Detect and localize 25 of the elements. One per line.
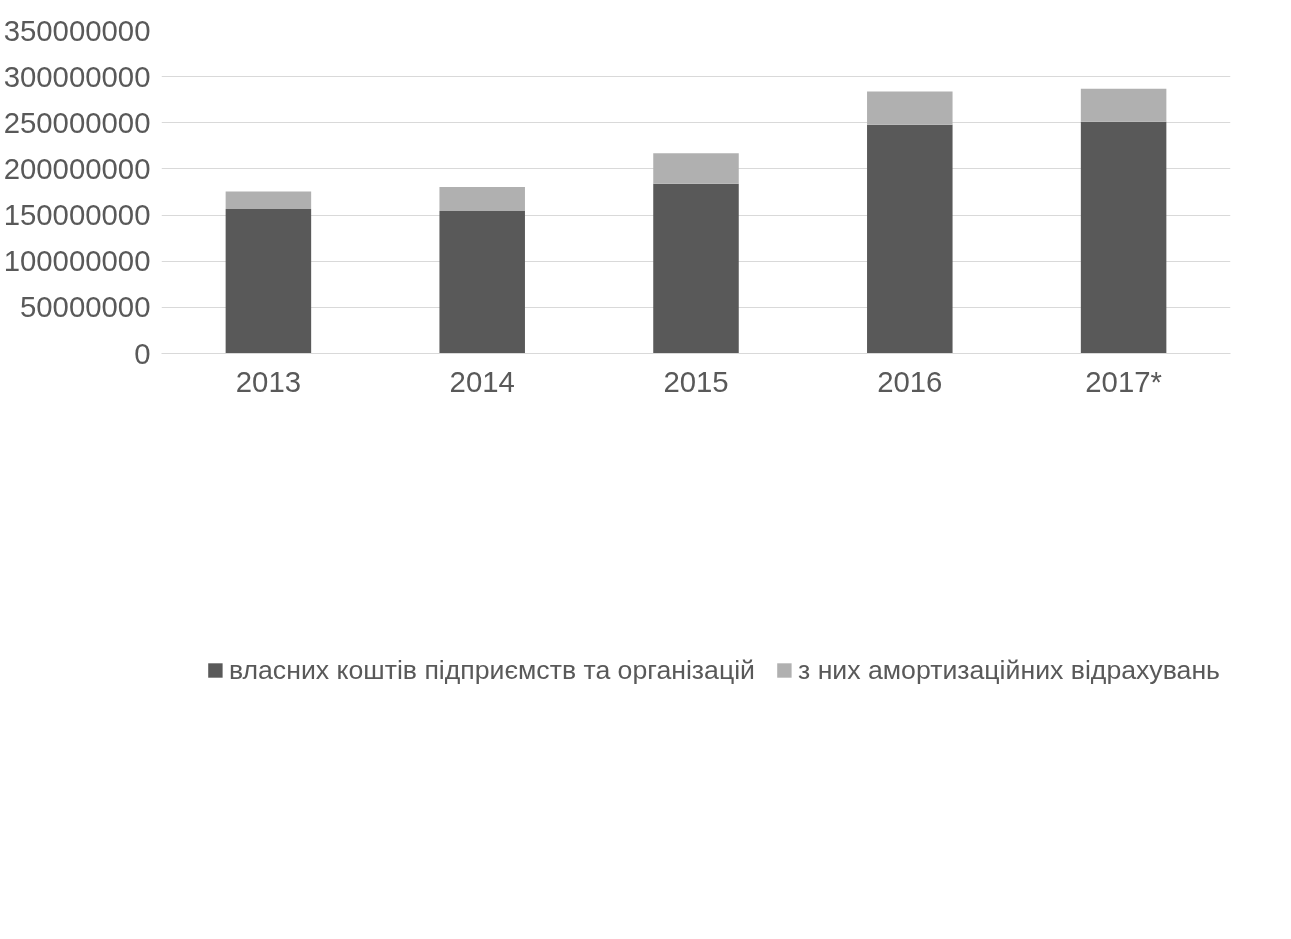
bar (653, 153, 739, 184)
y-tick-label: 100000000 (3, 244, 151, 278)
bar (225, 209, 312, 354)
x-tick-label: 2014 (449, 364, 515, 398)
y-tick-label: 250000000 (3, 105, 151, 139)
bar (439, 186, 525, 211)
bar (1080, 88, 1167, 122)
x-tick-label: 2013 (235, 364, 302, 398)
bar (1080, 121, 1167, 354)
x-tick-label: 2016 (877, 364, 943, 398)
y-tick-label: 50000000 (20, 290, 151, 324)
bar (867, 124, 953, 354)
legend-label: з них амортизаційних відрахувань (798, 654, 1220, 686)
x-tick-label: 2017* (1085, 364, 1162, 398)
bar (439, 210, 525, 354)
bar (225, 191, 312, 210)
legend-label: власних коштів підприємств та організацій (228, 654, 755, 686)
bar (867, 91, 953, 125)
y-tick-label: 150000000 (3, 198, 151, 232)
y-tick-label: 350000000 (3, 13, 151, 47)
bar (653, 183, 739, 354)
y-tick-label: 200000000 (3, 151, 151, 185)
x-tick-label: 2015 (663, 364, 729, 398)
y-tick-label: 300000000 (3, 59, 151, 93)
y-tick-label: 0 (134, 336, 151, 370)
